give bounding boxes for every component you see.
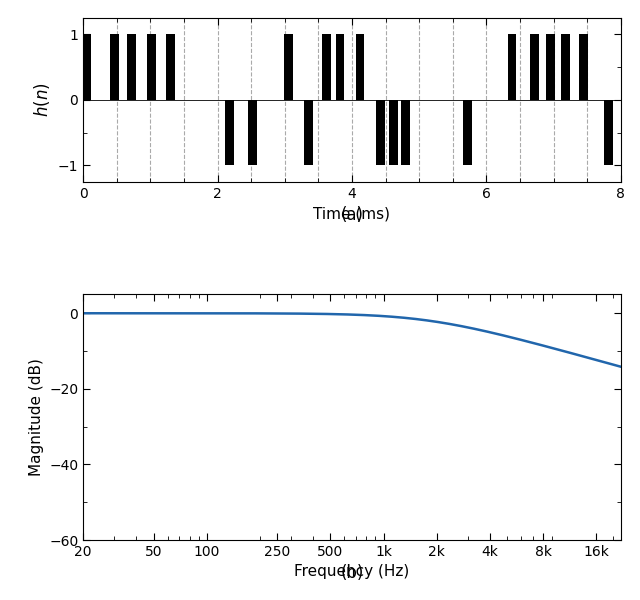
X-axis label: Time (ms): Time (ms) bbox=[314, 206, 390, 221]
Y-axis label: $h(n)$: $h(n)$ bbox=[32, 83, 52, 117]
Text: (b): (b) bbox=[340, 564, 364, 582]
Text: (a): (a) bbox=[340, 206, 364, 224]
Y-axis label: Magnitude (dB): Magnitude (dB) bbox=[29, 358, 44, 476]
X-axis label: Frequency (Hz): Frequency (Hz) bbox=[294, 565, 410, 580]
